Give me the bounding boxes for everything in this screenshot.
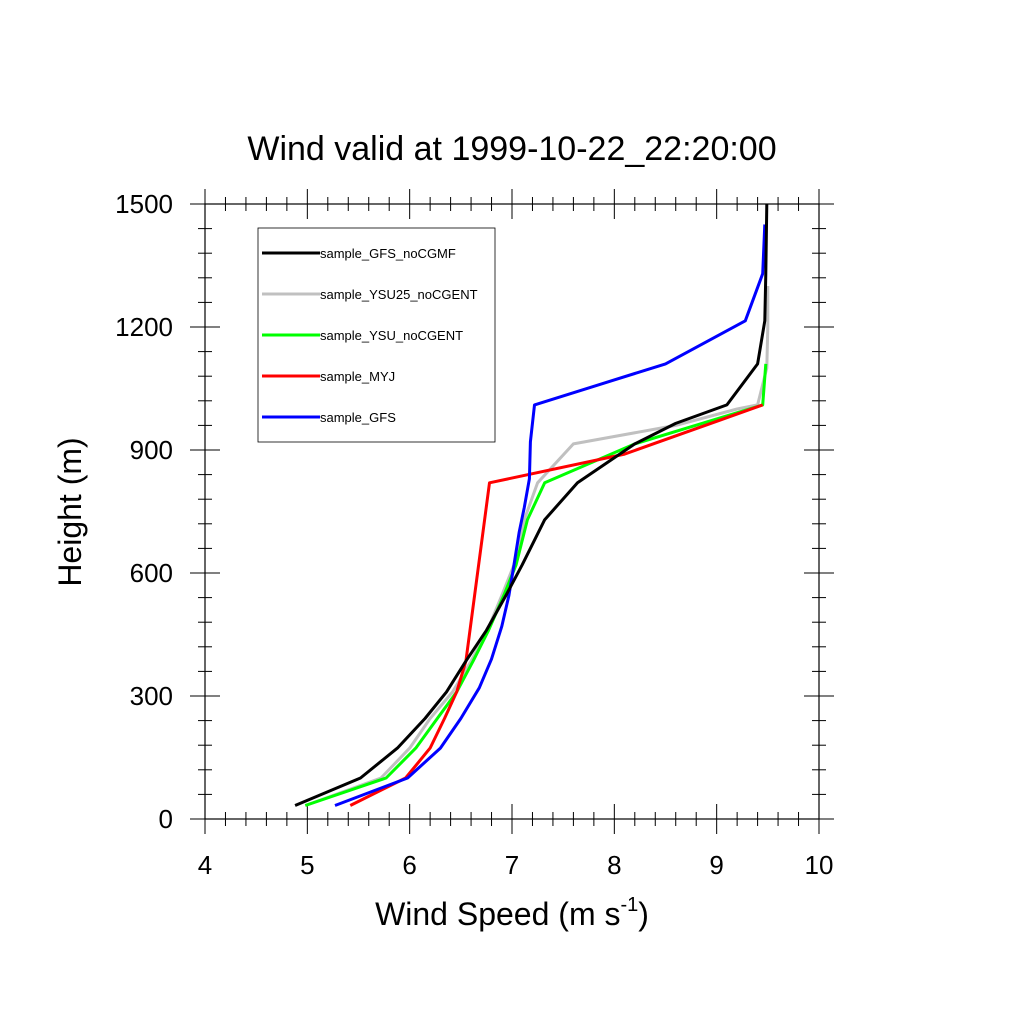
x-axis-label-main: Wind Speed (m s	[375, 896, 620, 932]
x-tick-label: 4	[198, 850, 212, 880]
legend-label: sample_MYJ	[320, 369, 395, 384]
y-tick-labels: 0 300 600 900 1200 1500	[115, 189, 173, 834]
legend-label: sample_GFS_noCGMF	[320, 246, 456, 261]
series-line-sample_MYJ	[349, 403, 764, 807]
y-tick-label: 0	[159, 804, 173, 834]
y-tick-label: 600	[130, 558, 173, 588]
y-tick-label: 1500	[115, 189, 173, 219]
legend-label: sample_GFS	[320, 410, 396, 425]
x-tick-label: 8	[607, 850, 621, 880]
legend: sample_GFS_noCGMF sample_YSU25_noCGENTsam…	[257, 227, 496, 443]
series-line-sample_GFS	[334, 224, 767, 807]
axis-ticks	[190, 189, 834, 834]
x-tick-label: 5	[300, 850, 314, 880]
x-axis-label-superscript: -1	[620, 894, 638, 916]
series-line-sample_YSU25_noCGENT	[304, 286, 770, 807]
x-tick-label: 10	[805, 850, 834, 880]
y-tick-label: 300	[130, 681, 173, 711]
legend-items: sample_GFS_noCGMF sample_YSU25_noCGENTsam…	[262, 246, 478, 425]
x-tick-label: 9	[709, 850, 723, 880]
y-axis-label: Height (m)	[52, 437, 88, 586]
x-axis-label-end: )	[638, 896, 649, 932]
legend-label: sample_YSU25_noCGENT	[320, 287, 478, 302]
series-lines	[294, 203, 770, 807]
x-tick-label: 7	[505, 850, 519, 880]
x-tick-labels: 4 5 6 7 8 9 10	[198, 850, 834, 880]
chart-title: Wind valid at 1999-10-22_22:20:00	[247, 130, 776, 168]
series-line-sample_GFS_noCGMF	[294, 203, 769, 807]
y-tick-label: 1200	[115, 312, 173, 342]
x-tick-label: 6	[402, 850, 416, 880]
y-tick-label: 900	[130, 435, 173, 465]
legend-label: sample_YSU_noCGENT	[320, 328, 463, 343]
x-axis-label: Wind Speed (m s-1)	[375, 894, 649, 932]
